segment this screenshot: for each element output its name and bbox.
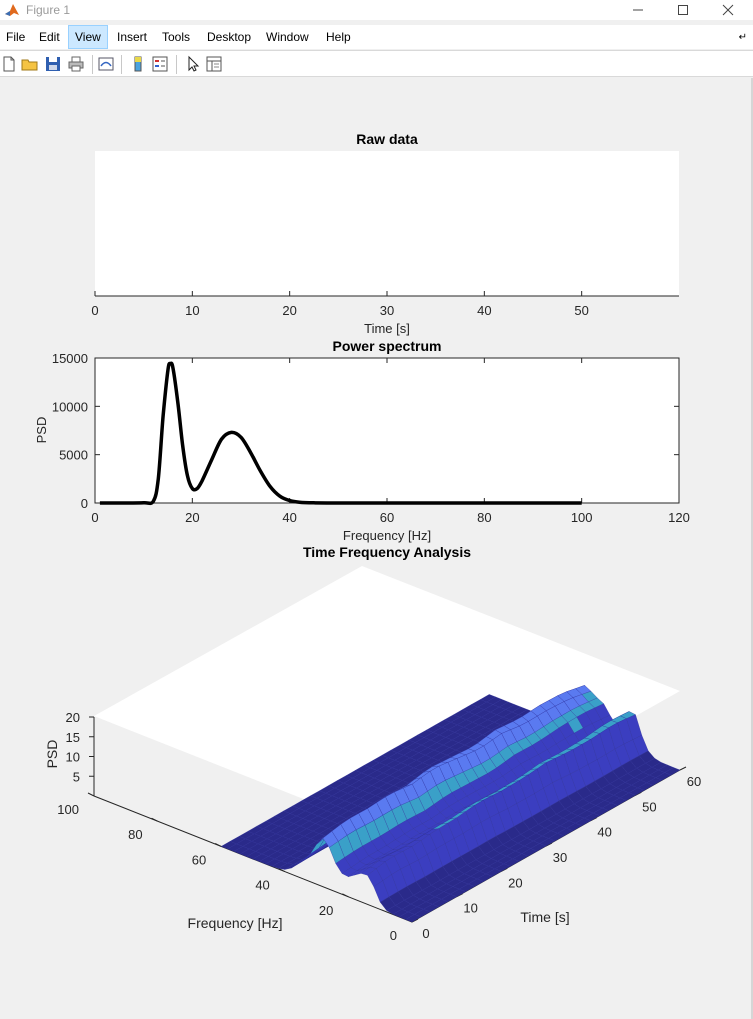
title-bar: Figure 1	[0, 0, 753, 20]
power-spectrum-axes[interactable]: Power spectrum 0 20 40 60 80 100 120 0 5000 10000…	[34, 338, 690, 543]
maximize-icon	[678, 5, 688, 15]
tf-frequency-tick-label: 20	[319, 903, 333, 918]
new-figure-icon[interactable]	[0, 55, 18, 73]
menu-desktop[interactable]: Desktop	[207, 30, 252, 44]
power-spectrum-xtick-label: 120	[668, 510, 690, 525]
property-inspector-icon[interactable]	[205, 55, 223, 73]
raw-data-axes[interactable]: Raw data 0 10 20 30 40 50 Time [s]	[91, 131, 679, 336]
time-frequency-title: Time Frequency Analysis	[303, 544, 471, 560]
tf-psd-tick-label: 15	[66, 730, 80, 745]
toolbar-separator	[121, 55, 122, 74]
power-spectrum-xtick-label: 60	[380, 510, 394, 525]
tf-psd-tick-label: 20	[66, 710, 80, 725]
figure-canvas: Raw data 0 10 20 30 40 50 Time [s] Power spec…	[34, 131, 701, 943]
menu-file[interactable]: File	[6, 30, 26, 44]
dock-arrow-icon[interactable]: ↵	[738, 32, 747, 43]
tf-time-tick-label: 10	[463, 901, 477, 916]
tf-frequency-tick-label: 0	[390, 928, 397, 943]
print-icon[interactable]	[67, 55, 85, 73]
tf-frequency-tick	[342, 893, 349, 898]
raw-data-xtick-label: 0	[91, 303, 98, 318]
menu-view[interactable]: View	[68, 25, 108, 49]
open-file-icon[interactable]	[21, 55, 39, 73]
maximize-button[interactable]	[660, 0, 706, 20]
power-spectrum-title: Power spectrum	[333, 338, 442, 354]
time-frequency-axes[interactable]: Time Frequency Analysis 0 10 20 30 40 50 60 0 20…	[44, 544, 701, 943]
tf-frequency-tick-label: 40	[255, 878, 269, 893]
power-spectrum-xtick-label: 40	[282, 510, 296, 525]
tf-psd-tick-label: 5	[73, 769, 80, 784]
matlab-logo-icon	[5, 4, 19, 16]
tf-time-tick-label: 60	[687, 774, 701, 789]
raw-data-xtick-label: 50	[574, 303, 588, 318]
colorbar-icon[interactable]	[129, 55, 147, 73]
minimize-button[interactable]	[615, 0, 661, 20]
tf-time-tick-label: 30	[553, 850, 567, 865]
psd-series-line	[99, 361, 582, 506]
toolbar	[0, 50, 753, 77]
menu-bar: File Edit View Insert Tools Desktop Wind…	[0, 25, 753, 49]
power-spectrum-ytick-label: 10000	[52, 399, 88, 414]
close-icon	[722, 4, 734, 16]
tf-frequency-tick-label: 80	[128, 827, 142, 842]
tf-psd-tick-label: 10	[66, 750, 80, 765]
tf-frequency-tick	[151, 817, 158, 822]
window-title: Figure 1	[26, 3, 71, 17]
tf-time-tick-label: 40	[597, 825, 611, 840]
pointer-icon[interactable]	[184, 55, 202, 73]
tf-frequency-tick	[278, 868, 286, 873]
link-plot-icon[interactable]	[97, 55, 115, 73]
power-spectrum-xtick-label: 0	[91, 510, 98, 525]
power-spectrum-xtick-label: 20	[185, 510, 199, 525]
save-icon[interactable]	[44, 55, 62, 73]
tf-surface-patch	[664, 767, 681, 776]
tf-time-label: Time [s]	[520, 909, 569, 925]
tf-frequency-tick-label: 100	[57, 802, 79, 817]
tf-frequency-tick	[87, 792, 95, 797]
tf-frequency-label: Frequency [Hz]	[188, 915, 283, 931]
raw-data-xtick-label: 10	[185, 303, 199, 318]
raw-data-xtick-label: 20	[282, 303, 296, 318]
power-spectrum-ytick-label: 5000	[59, 448, 88, 463]
toolbar-separator	[92, 55, 93, 74]
tf-time-tick	[679, 766, 687, 771]
power-spectrum-ylabel: PSD	[34, 417, 49, 444]
legend-icon[interactable]	[151, 55, 169, 73]
close-button[interactable]	[705, 0, 751, 20]
menu-edit[interactable]: Edit	[39, 30, 60, 44]
raw-data-xlabel: Time [s]	[364, 321, 410, 336]
power-spectrum-plot-area	[94, 357, 680, 504]
menu-window[interactable]: Window	[266, 30, 309, 44]
power-spectrum-xtick-label: 100	[571, 510, 593, 525]
raw-data-xtick-label: 40	[477, 303, 491, 318]
tf-surface	[220, 685, 681, 923]
raw-data-xtick-label: 30	[380, 303, 394, 318]
tf-time-tick-label: 20	[508, 875, 522, 890]
tf-frequency-tick-label: 60	[192, 852, 206, 867]
menu-insert[interactable]: Insert	[117, 30, 148, 44]
tf-frequency-tick	[214, 842, 222, 847]
window-right-edge	[751, 78, 753, 1019]
power-spectrum-ytick-label: 0	[81, 496, 88, 511]
minimize-icon	[633, 9, 643, 11]
raw-data-title: Raw data	[356, 131, 418, 147]
raw-data-plot-area	[95, 151, 679, 296]
power-spectrum-xtick-label: 80	[477, 510, 491, 525]
power-spectrum-ytick-label: 15000	[52, 351, 88, 366]
tf-time-tick-label: 50	[642, 799, 656, 814]
toolbar-separator	[176, 55, 177, 74]
menu-tools[interactable]: Tools	[162, 30, 191, 44]
tf-time-tick-label: 0	[422, 926, 429, 941]
power-spectrum-xlabel: Frequency [Hz]	[343, 528, 431, 543]
menu-help[interactable]: Help	[326, 30, 351, 44]
tf-psd-label: PSD	[44, 740, 60, 769]
